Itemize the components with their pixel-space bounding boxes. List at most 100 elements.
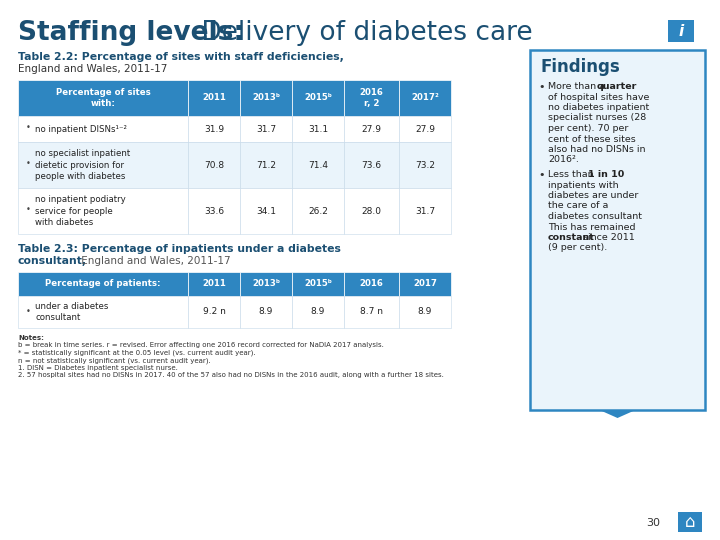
Text: * = statistically significant at the 0.05 level (vs. current audit year).: * = statistically significant at the 0.0… [18,350,256,356]
Bar [292,116,344,142]
Text: More than a: More than a [548,82,608,91]
Bar [678,512,702,532]
Text: •: • [26,159,31,168]
Text: 70.8: 70.8 [204,160,224,170]
Text: 31.7: 31.7 [256,125,276,133]
Bar [18,272,188,296]
Text: no specialist inpatient
dietetic provision for
people with diabetes: no specialist inpatient dietetic provisi… [35,150,130,180]
Bar [399,296,451,328]
Text: 31.1: 31.1 [308,125,328,133]
Text: (9 per cent).: (9 per cent). [548,244,607,253]
Bar [240,272,292,296]
Text: 26.2: 26.2 [308,206,328,215]
Text: 1 in 10: 1 in 10 [588,170,625,179]
Bar [344,142,399,188]
Text: 27.9: 27.9 [415,125,435,133]
Bar [188,80,240,116]
Text: 8.7 n: 8.7 n [360,307,383,316]
Bar [292,188,344,234]
Text: of hospital sites have: of hospital sites have [548,92,649,102]
Bar [344,296,399,328]
Bar [18,142,188,188]
Text: inpatients with: inpatients with [548,180,618,190]
Text: constant: constant [548,233,595,242]
Text: Table 2.3: Percentage of inpatients under a diabetes: Table 2.3: Percentage of inpatients unde… [18,244,341,254]
Text: no diabetes inpatient: no diabetes inpatient [548,103,649,112]
Text: England and Wales, 2011-17: England and Wales, 2011-17 [78,256,230,266]
Bar [399,142,451,188]
Text: 33.6: 33.6 [204,206,224,215]
Text: 71.2: 71.2 [256,160,276,170]
Text: 2011: 2011 [202,280,226,288]
Text: •: • [26,206,31,214]
Text: 31.7: 31.7 [415,206,435,215]
Text: diabetes are under: diabetes are under [548,191,639,200]
Text: This has remained: This has remained [548,222,636,232]
Bar [18,188,188,234]
Text: •: • [26,124,31,132]
Text: no inpatient DISNs¹⁻²: no inpatient DISNs¹⁻² [35,125,127,133]
Text: since 2011: since 2011 [580,233,635,242]
Text: Staffing levels:: Staffing levels: [18,20,244,46]
Text: also had no DISNs in: also had no DISNs in [548,145,646,154]
Bar [240,188,292,234]
Text: no inpatient podiatry
service for people
with diabetes: no inpatient podiatry service for people… [35,195,126,227]
Text: 73.2: 73.2 [415,160,435,170]
Text: Percentage of patients:: Percentage of patients: [45,280,161,288]
Bar [188,272,240,296]
Text: •: • [538,170,544,180]
Bar [344,80,399,116]
Bar [18,116,188,142]
Bar [399,116,451,142]
Bar [240,116,292,142]
Bar [18,80,188,116]
Text: 8.9: 8.9 [258,307,273,316]
Bar [668,20,694,42]
Bar [344,272,399,296]
Text: specialist nurses (28: specialist nurses (28 [548,113,647,123]
Text: diabetes consultant: diabetes consultant [548,212,642,221]
Text: 2015ᵇ: 2015ᵇ [304,93,332,103]
Bar [292,272,344,296]
Text: 2017²: 2017² [411,93,439,103]
Bar [188,296,240,328]
Bar [18,296,188,328]
Text: 2016
r, 2: 2016 r, 2 [359,88,384,108]
Text: 2015ᵇ: 2015ᵇ [304,280,332,288]
Text: 28.0: 28.0 [361,206,382,215]
Text: 73.6: 73.6 [361,160,382,170]
Text: 8.9: 8.9 [311,307,325,316]
Text: per cent). 70 per: per cent). 70 per [548,124,629,133]
Text: i: i [678,24,683,38]
Text: 2013ᵇ: 2013ᵇ [252,93,280,103]
Bar [240,80,292,116]
Text: the care of a: the care of a [548,201,608,211]
Text: b = break in time series. r = revised. Error affecting one 2016 record corrected: b = break in time series. r = revised. E… [18,342,384,348]
Bar [240,296,292,328]
Text: Percentage of sites
with:: Percentage of sites with: [55,88,150,108]
Bar [399,80,451,116]
Bar [399,188,451,234]
Text: Findings: Findings [540,58,620,76]
Text: 2013ᵇ: 2013ᵇ [252,280,280,288]
Text: ⌂: ⌂ [685,513,696,531]
Text: 2017: 2017 [413,280,437,288]
Bar [188,142,240,188]
Polygon shape [600,410,636,418]
Bar [344,188,399,234]
Text: 27.9: 27.9 [361,125,382,133]
Text: England and Wales, 2011-17: England and Wales, 2011-17 [18,64,167,74]
Text: under a diabetes
consultant: under a diabetes consultant [35,302,109,322]
Text: 2016: 2016 [359,280,384,288]
Text: Less than: Less than [548,170,597,179]
Text: quarter: quarter [597,82,637,91]
Text: 2. 57 hospital sites had no DISNs in 2017. 40 of the 57 also had no DISNs in the: 2. 57 hospital sites had no DISNs in 201… [18,373,444,379]
Text: 2016².: 2016². [548,156,579,165]
Text: cent of these sites: cent of these sites [548,134,636,144]
Text: 1. DISN = Diabetes inpatient specialist nurse.: 1. DISN = Diabetes inpatient specialist … [18,365,178,371]
Text: 71.4: 71.4 [308,160,328,170]
Bar [188,188,240,234]
Bar [344,116,399,142]
Text: •: • [26,307,31,315]
Text: consultant,: consultant, [18,256,87,266]
